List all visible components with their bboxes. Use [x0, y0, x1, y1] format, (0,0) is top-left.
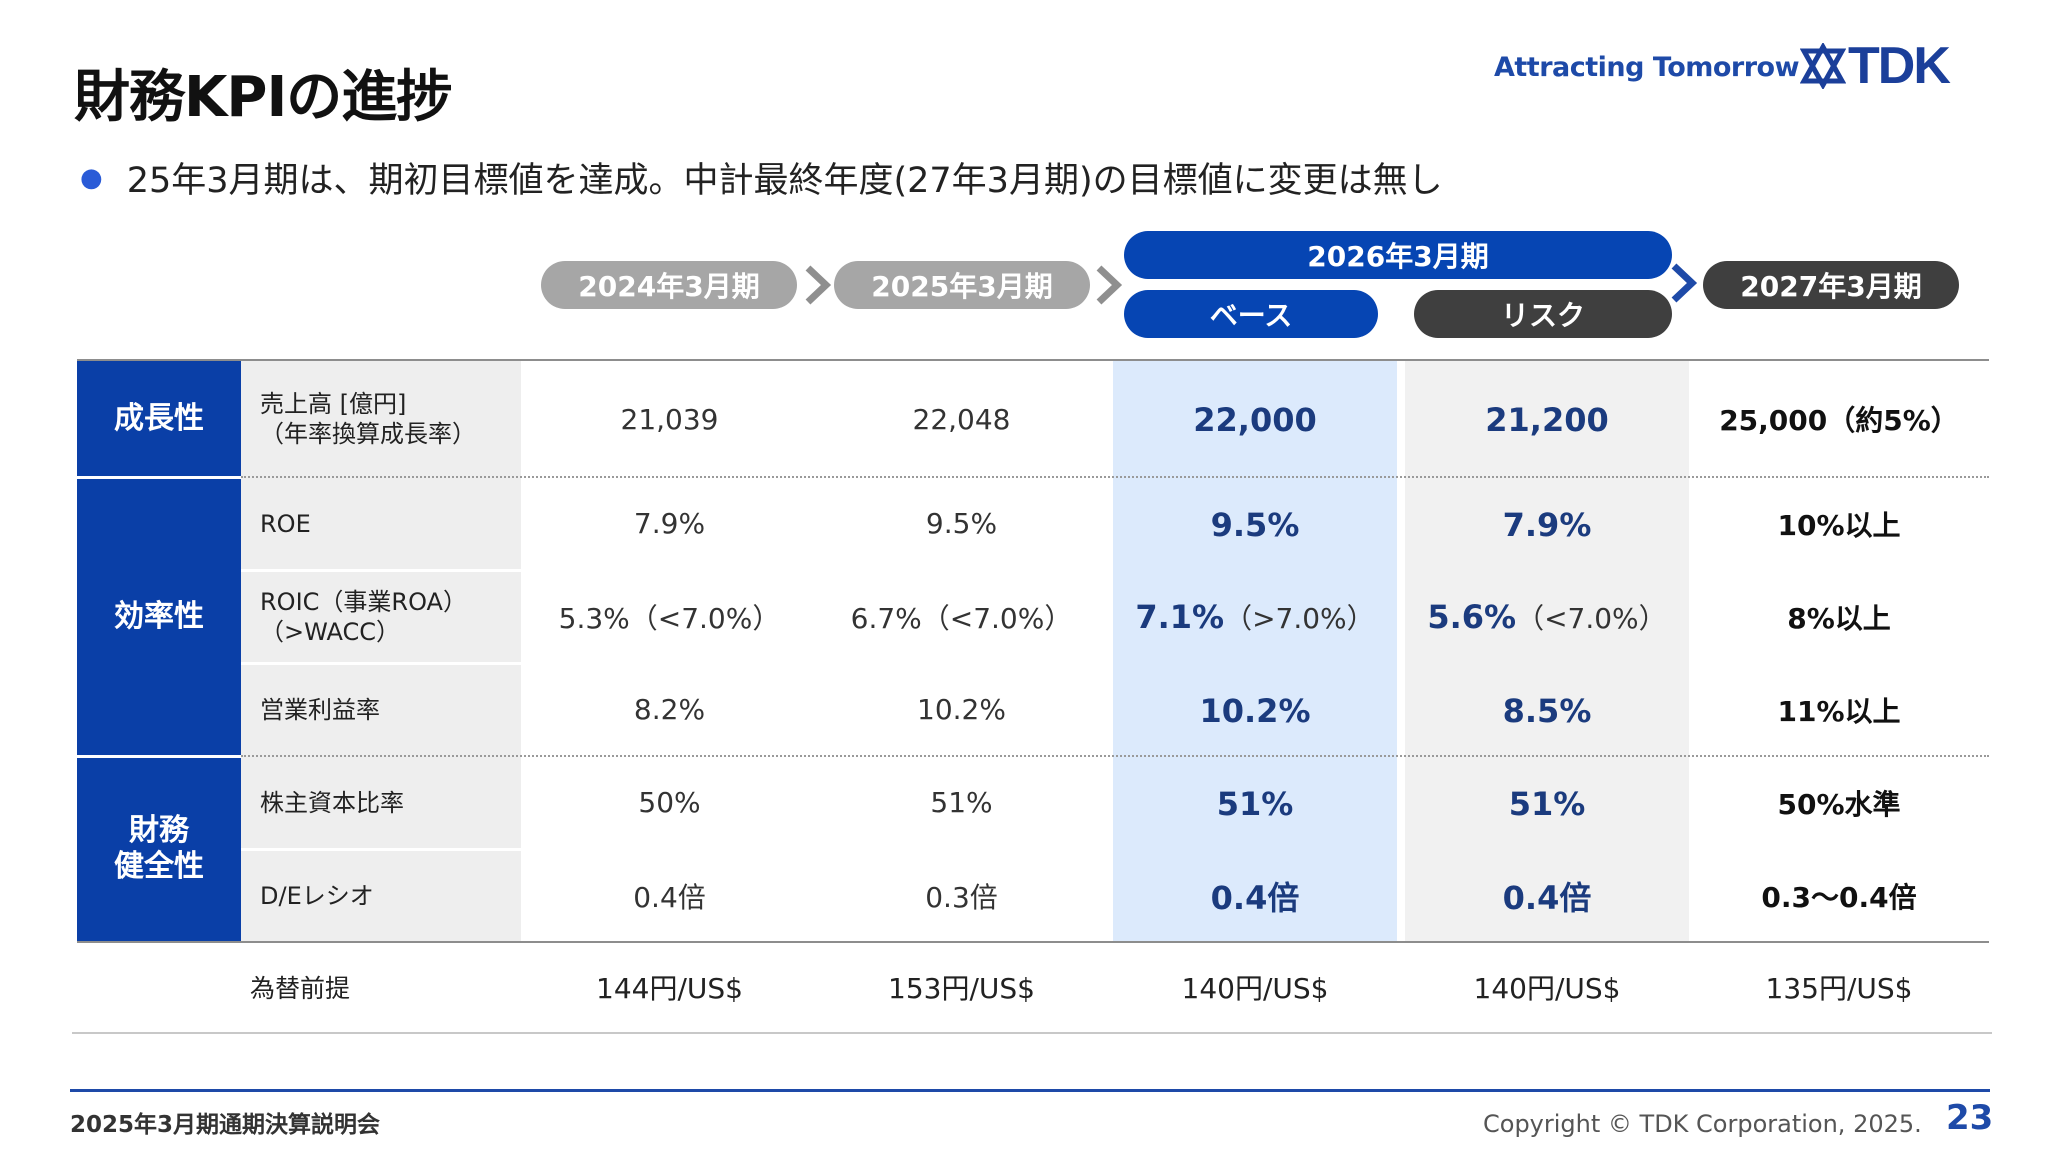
cell-roe-risk: 7.9%	[1502, 505, 1592, 544]
cell-opmargin-fy2024: 8.2%	[633, 693, 706, 726]
cell-de-base: 0.4倍	[1210, 878, 1300, 917]
fx-bottom-rule	[72, 1032, 1992, 1034]
tdk-emblem-icon	[1800, 43, 1846, 89]
cell-roe-fy2025: 9.5%	[925, 507, 998, 540]
cell-equity-risk: 51%	[1508, 784, 1586, 823]
tdk-logo: TDK	[1800, 36, 1951, 96]
label-separator	[241, 662, 521, 665]
cell-roic-fy2024: 5.3%（<7.0%）	[558, 601, 781, 635]
cell-opmargin-target: 11%以上	[1777, 694, 1901, 728]
cell-fx-base: 140円/US$	[1181, 972, 1329, 1005]
cell-roic-fy2025: 6.7%（<7.0%）	[850, 601, 1073, 635]
table-top-rule	[77, 359, 1989, 361]
base-column-highlight	[1113, 361, 1397, 941]
cell-roic-target: 8%以上	[1787, 601, 1891, 635]
footer-copyright: Copyright © TDK Corporation, 2025.	[1483, 1110, 1922, 1138]
category-growth: 成長性	[77, 361, 241, 476]
cell-de-risk: 0.4倍	[1502, 878, 1592, 917]
cell-fx-fy2024: 144円/US$	[596, 972, 743, 1005]
row-label-roic: ROIC（事業ROA） （>WACC）	[260, 587, 467, 646]
summary-bullet: ● 25年3月期は、期初目標値を達成。中計最終年度(27年3月期)の目標値に変更…	[80, 152, 1443, 203]
cell-revenue-fy2025: 22,048	[912, 402, 1011, 436]
cell-roic-base: 7.1% （>7.0%）	[1135, 597, 1375, 636]
cell-roe-target: 10%以上	[1777, 508, 1901, 542]
cell-de-fy2024: 0.4倍	[633, 880, 706, 914]
chevron-right-icon	[1096, 265, 1123, 305]
cell-roe-base: 9.5%	[1210, 505, 1300, 544]
row-label-revenue: 売上高 [億円] （年率換算成長率）	[260, 390, 476, 448]
cell-equity-target: 50%水準	[1777, 787, 1901, 821]
period-fy2026: 2026年3月期	[1124, 231, 1672, 279]
cell-revenue-target: 25,000（約5%）	[1719, 404, 1959, 437]
category-separator	[77, 755, 241, 758]
period-fy2024: 2024年3月期	[541, 261, 797, 309]
cell-fx-target: 135円/US$	[1765, 972, 1913, 1005]
label-separator	[241, 848, 521, 851]
cell-roe-fy2024: 7.9%	[633, 507, 706, 540]
category-separator	[77, 476, 241, 479]
category-financial-health: 財務 健全性	[77, 757, 241, 941]
period-fy2026-base: ベース	[1124, 290, 1378, 338]
row-label-roe: ROE	[260, 509, 311, 538]
cell-revenue-fy2024: 21,039	[620, 402, 719, 436]
tagline: Attracting Tomorrow	[1494, 52, 1800, 83]
chevron-right-icon	[805, 265, 832, 305]
cell-fx-risk: 140円/US$	[1473, 972, 1621, 1005]
table-bottom-rule	[77, 941, 1989, 943]
group-divider	[241, 755, 1989, 757]
page-title: 財務KPIの進捗	[74, 65, 452, 130]
label-separator	[241, 569, 521, 572]
row-label-column	[241, 361, 521, 941]
group-divider	[241, 476, 1989, 478]
risk-column-shade	[1405, 361, 1689, 941]
summary-text: 25年3月期は、期初目標値を達成。中計最終年度(27年3月期)の目標値に変更は無…	[126, 161, 1443, 201]
chevron-right-icon	[1671, 263, 1698, 303]
cell-de-fy2025: 0.3倍	[925, 880, 998, 914]
page-number: 23	[1946, 1098, 1994, 1138]
cell-equity-fy2025: 51%	[930, 786, 993, 819]
fx-label: 為替前提	[249, 974, 350, 1003]
logo-text: TDK	[1848, 37, 1951, 95]
period-fy2025: 2025年3月期	[834, 261, 1090, 309]
cell-opmargin-base: 10.2%	[1199, 691, 1311, 730]
cell-de-target: 0.3〜0.4倍	[1761, 880, 1917, 914]
category-financial-line2: 健全性	[114, 849, 204, 884]
cell-fx-fy2025: 153円/US$	[888, 972, 1035, 1005]
cell-opmargin-risk: 8.5%	[1502, 691, 1592, 730]
row-label-de-ratio: D/Eレシオ	[260, 881, 374, 910]
cell-roic-risk: 5.6% （<7.0%）	[1427, 597, 1667, 636]
period-fy2026-risk: リスク	[1414, 290, 1672, 338]
row-label-equity-ratio: 株主資本比率	[260, 788, 404, 817]
bullet-icon: ●	[80, 162, 103, 193]
cell-equity-fy2024: 50%	[638, 786, 701, 819]
footer-event: 2025年3月期通期決算説明会	[70, 1112, 381, 1138]
category-efficiency: 効率性	[77, 478, 241, 755]
cell-opmargin-fy2025: 10.2%	[917, 693, 1006, 726]
cell-revenue-risk: 21,200	[1485, 401, 1609, 439]
period-fy2027: 2027年3月期	[1703, 261, 1959, 309]
row-label-operating-margin: 営業利益率	[260, 695, 380, 724]
category-financial-line1: 財務	[129, 813, 189, 848]
cell-revenue-base: 22,000	[1193, 401, 1317, 439]
footer-rule	[70, 1089, 1990, 1092]
cell-equity-base: 51%	[1216, 784, 1294, 823]
